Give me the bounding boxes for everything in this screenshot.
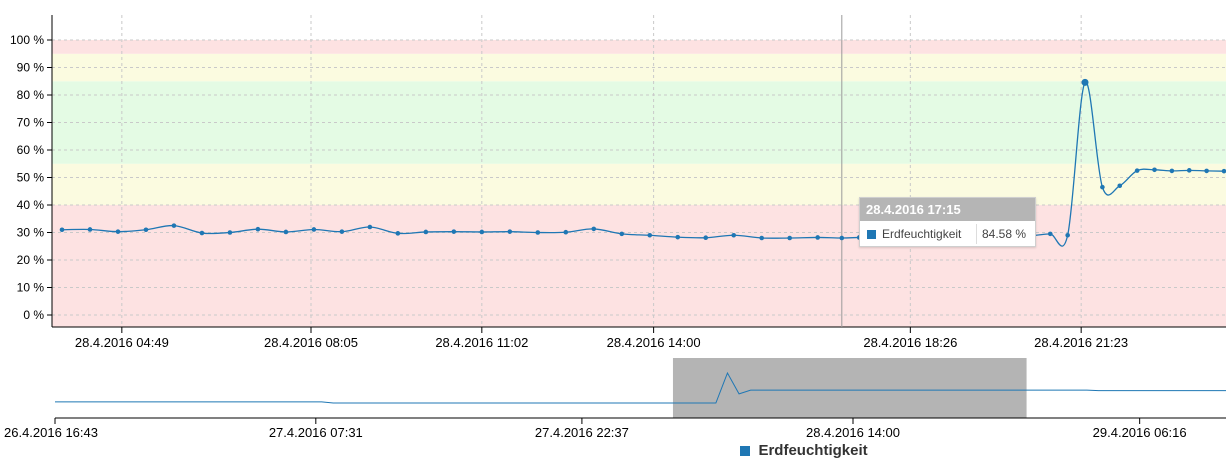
y-tick-label: 10 %	[17, 281, 45, 295]
data-point	[395, 231, 401, 236]
data-point	[171, 223, 177, 228]
tooltip-row: Erdfeuchtigkeit 84.58 %	[860, 221, 1035, 247]
y-tick-label: 80 %	[17, 88, 45, 102]
navigator-series	[55, 371, 1226, 404]
y-tick-label: 50 %	[17, 171, 45, 185]
data-point	[647, 232, 653, 238]
data-point	[367, 224, 373, 230]
y-tick-label: 30 %	[17, 226, 45, 240]
data-point	[535, 230, 541, 235]
data-point	[591, 226, 597, 232]
data-point	[1221, 168, 1226, 174]
data-point	[255, 226, 261, 232]
x-tick-label: 28.4.2016 18:26	[863, 335, 957, 350]
data-point	[423, 229, 429, 235]
data-point	[731, 232, 737, 238]
tooltip-series-swatch	[867, 230, 876, 239]
y-tick-label: 0 %	[23, 308, 44, 322]
data-point	[59, 227, 65, 233]
data-point	[311, 227, 317, 232]
data-point	[563, 229, 569, 235]
grid-lines	[52, 15, 1226, 327]
data-point	[1065, 232, 1070, 238]
data-point	[115, 229, 121, 234]
data-point	[339, 229, 345, 234]
x-tick-label: 28.4.2016 04:49	[75, 335, 169, 350]
plot-band-1	[52, 163, 1226, 205]
data-point	[227, 230, 233, 235]
plot-band-0	[52, 205, 1226, 327]
y-tick-label: 20 %	[17, 253, 45, 267]
tooltip-value: 84.58 %	[982, 227, 1027, 241]
data-point	[1152, 167, 1157, 173]
x-tick-label: 28.4.2016 08:05	[264, 335, 358, 350]
y-tick-label: 100 %	[10, 33, 44, 47]
data-point	[839, 235, 845, 241]
tooltip-series-name: Erdfeuchtigkeit	[882, 227, 962, 241]
y-tick-label: 70 %	[17, 116, 45, 130]
data-point	[507, 229, 513, 234]
data-point	[1134, 168, 1140, 173]
y-tick-label: 90 %	[17, 61, 45, 75]
series-line[interactable]	[59, 78, 1226, 247]
x-axis-ticks: 28.4.2016 04:49 28.4.2016 08:05 28.4.2016 …	[75, 327, 1128, 350]
legend[interactable]: Erdfeuchtigkeit	[740, 442, 868, 460]
y-axis-ticks: 0 % 10 % 20 % 30 % 40 % 50 % 60 % 70 % 80 % 90 % 1…	[10, 33, 52, 322]
legend-label: Erdfeuchtigkeit	[758, 442, 868, 459]
y-tick-label: 60 %	[17, 143, 45, 157]
highlighted-point	[1081, 78, 1089, 86]
y-tick-label: 40 %	[17, 198, 45, 212]
navigator-tick-label: 27.4.2016 07:31	[269, 425, 363, 440]
data-point	[87, 227, 93, 232]
data-point	[283, 229, 289, 235]
data-point	[619, 231, 625, 237]
tooltip-separator	[976, 224, 977, 244]
navigator-tick-label: 27.4.2016 22:37	[535, 425, 629, 440]
data-point	[703, 235, 709, 241]
x-tick-label: 28.4.2016 11:02	[435, 335, 528, 350]
navigator-tick-label: 29.4.2016 06:16	[1093, 425, 1187, 440]
data-point	[199, 230, 205, 236]
data-point	[815, 235, 820, 240]
tooltip: 28.4.2016 17:15 Erdfeuchtigkeit 84.58 %	[859, 197, 1036, 247]
x-tick-label: 28.4.2016 21:23	[1034, 335, 1128, 350]
plot-band-4	[52, 40, 1226, 54]
navigator[interactable]: 26.4.2016 16:43 27.4.2016 07:31 27.4.2016 …	[4, 358, 1226, 440]
navigator-selection	[672, 358, 1027, 418]
data-point	[1169, 168, 1175, 174]
data-point	[1047, 231, 1053, 237]
navigator-tick-label: 28.4.2016 14:00	[806, 425, 900, 440]
data-point	[759, 235, 765, 241]
tooltip-title: 28.4.2016 17:15	[860, 198, 1035, 221]
data-point	[451, 229, 457, 234]
legend-swatch	[740, 446, 750, 456]
data-point	[143, 227, 149, 233]
data-point	[675, 234, 681, 240]
data-point	[1186, 168, 1192, 173]
data-point	[787, 235, 792, 241]
navigator-tick-label: 26.4.2016 16:43	[4, 425, 98, 440]
data-point	[1117, 183, 1123, 189]
data-point	[1204, 168, 1209, 174]
plot-bands	[52, 40, 1226, 327]
x-tick-label: 28.4.2016 14:00	[607, 335, 701, 350]
data-point	[479, 229, 485, 235]
data-point	[1100, 184, 1105, 190]
